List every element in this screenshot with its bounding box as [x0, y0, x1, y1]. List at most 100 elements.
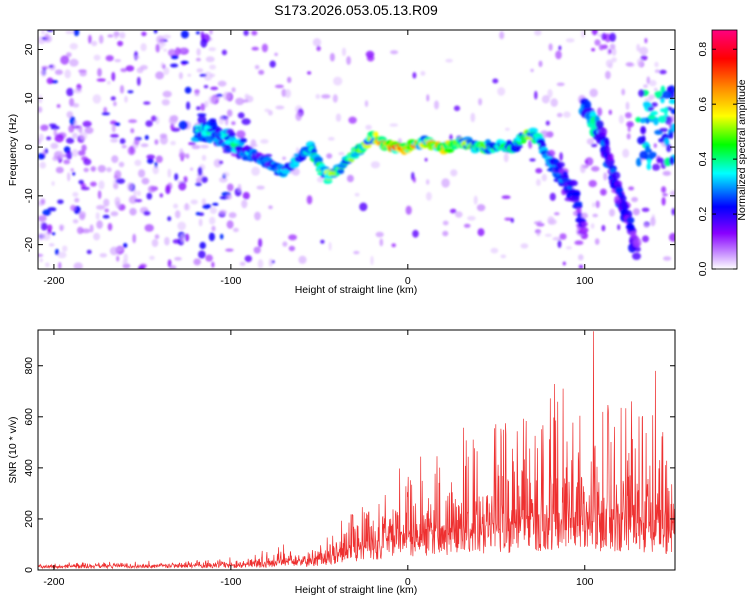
spectrogram-cell: [97, 190, 102, 200]
spectrogram-cell: [170, 140, 176, 146]
spectrogram-cell: [51, 232, 56, 236]
spectrogram-cell: [119, 85, 125, 94]
spectrogram-cell: [40, 222, 48, 231]
spectrogram-cell: [59, 225, 64, 232]
spectrogram-cell: [659, 127, 669, 133]
spectrogram-cell: [501, 195, 511, 199]
spectrogram-cell: [249, 144, 259, 148]
spectrogram-cell: [499, 31, 505, 40]
spectrogram-cell: [405, 205, 412, 215]
spectrogram-cell: [140, 143, 149, 148]
spectrogram-cell: [654, 69, 661, 73]
snr-x-ticks: -200 -100 0 100: [43, 330, 594, 588]
spectrogram-cell: [490, 247, 499, 254]
spectrogram-cell: [643, 223, 650, 228]
spectrogram-cell: [284, 89, 291, 98]
spectrogram-cell: [38, 153, 46, 160]
spectrogram-cell: [636, 58, 643, 67]
spectrogram-cell: [151, 115, 157, 122]
spectrogram-cell: [111, 155, 119, 164]
spectrogram-cell: [632, 208, 640, 216]
spectrogram-cell: [605, 59, 614, 68]
spectrogram-cell: [497, 87, 506, 96]
spectrogram-cell: [38, 94, 43, 104]
spectrogram-cell: [225, 248, 234, 252]
spectrogram-cell: [107, 34, 114, 38]
spectrogram-cell: [144, 224, 154, 232]
spectrogram-cell: [41, 30, 45, 36]
spectrogram-cell: [69, 43, 79, 50]
spectrogram-cell: [83, 158, 92, 166]
spectrogram-cell: [536, 178, 541, 186]
spectrogram-cell: [67, 172, 71, 182]
spectrogram-cell: [219, 233, 224, 240]
spectrogram-cell: [48, 123, 57, 127]
spectrogram-cell: [222, 171, 230, 178]
spectrogram-cell: [565, 38, 575, 43]
spectrogram-cell: [98, 180, 105, 190]
spectrogram-cell: [119, 32, 126, 39]
spectrogram-cell: [212, 202, 219, 206]
spectrogram-cell: [348, 116, 357, 124]
spectrogram-cell: [114, 59, 121, 63]
spectrogram-cell: [585, 157, 594, 166]
spectrogram-cell: [586, 138, 595, 145]
spectrogram-cell: [651, 102, 658, 107]
spectrogram-cell: [636, 43, 641, 52]
spectrogram-cell: [113, 31, 119, 40]
spectrogram-cell: [209, 30, 213, 35]
spectrogram-cell: [644, 38, 648, 44]
spectrogram-cell: [80, 183, 87, 188]
spectrogram-cell: [645, 145, 650, 153]
spectrogram-cell: [205, 56, 215, 63]
y-tick-label: 0: [23, 567, 35, 573]
spectrogram-cell: [188, 141, 196, 146]
spectrogram-cell: [153, 30, 158, 34]
spectrogram-cell: [66, 150, 73, 160]
spectrogram-cell: [208, 232, 215, 242]
spectrogram-cell: [42, 209, 51, 216]
spectrogram-cell: [510, 217, 514, 223]
x-tick-label: 100: [576, 576, 594, 588]
spectrogram-cell: [164, 236, 170, 246]
spectrogram-cell: [111, 71, 116, 82]
x-tick-label: 100: [576, 275, 594, 287]
spectrogram-cell: [544, 233, 552, 237]
spectrogram-cell: [608, 109, 612, 115]
spectrogram-cell: [93, 232, 101, 241]
spectrogram-cell: [155, 43, 160, 53]
spectrogram-cell: [201, 154, 207, 161]
spectrogram-cell: [244, 93, 250, 100]
spectrogram-cell: [601, 224, 606, 232]
spectrogram-cell: [503, 153, 509, 163]
spectrogram-cell: [306, 195, 313, 205]
spectrogram-cell: [623, 204, 629, 210]
spectrogram-cell: [670, 108, 675, 115]
spectrogram-cell: [167, 259, 172, 268]
spectrogram-cell: [66, 52, 72, 58]
spectrogram-cell: [72, 192, 79, 197]
spectrogram-cell: [251, 166, 260, 176]
spectrogram-cell: [295, 112, 302, 121]
colorbar-ticks: 0.0 0.2 0.4 0.6 0.8: [697, 42, 737, 276]
spectrogram-cell: [122, 259, 128, 265]
spectrogram-cell: [232, 227, 239, 233]
spectrogram-cell: [591, 166, 600, 172]
spectrogram-cell: [477, 228, 485, 237]
spectrogram-cell: [186, 101, 191, 110]
spectrogram-cell: [48, 64, 54, 68]
spectrogram-cell: [611, 171, 621, 180]
spectrogram-cell: [145, 120, 153, 127]
spectrogram-cell: [46, 77, 54, 85]
spectrogram-cell: [603, 172, 608, 181]
spectrogram-cell: [200, 103, 206, 111]
spectrogram-cell: [121, 144, 127, 149]
spectrogram-cell: [656, 157, 665, 163]
spectrogram-cell: [72, 219, 79, 224]
spectrogram-cell: [636, 157, 642, 167]
spectrogram-cell: [190, 199, 198, 205]
spectrogram-cell: [662, 170, 671, 176]
spectrogram-cell: [48, 243, 55, 247]
spectrogram-cell: [254, 211, 261, 221]
spectrogram-cell: [134, 55, 140, 59]
